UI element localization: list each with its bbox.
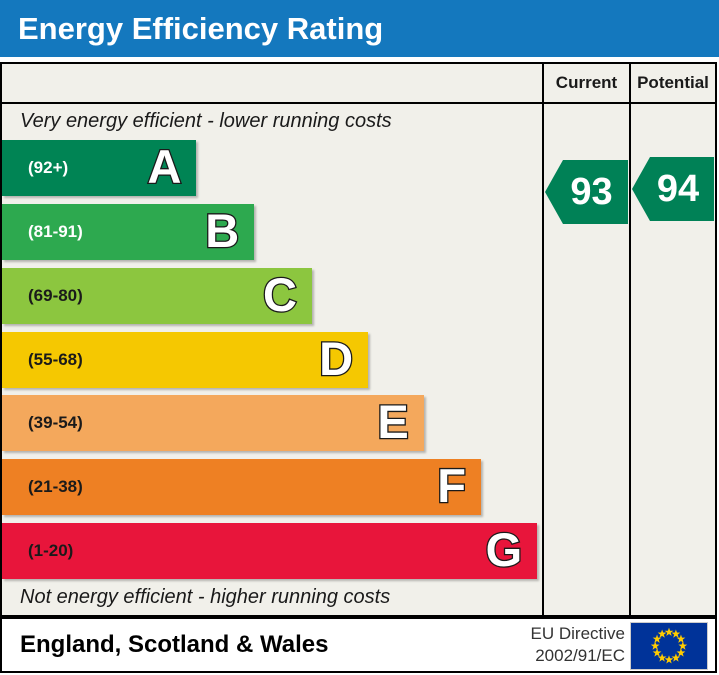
band-b: (81-91) B [2,203,255,260]
band-g-range: (1-20) [28,541,74,560]
eu-directive-line2: 2002/91/EC [535,646,625,665]
band-e-range: (39-54) [28,413,83,432]
band-a-range: (92+) [28,158,69,177]
band-c-range: (69-80) [28,286,83,305]
band-b-letter: B [204,203,241,259]
top-note: Very energy efficient - lower running co… [20,110,392,132]
band-d: (55-68) D [2,331,369,388]
eu-directive-line1: EU Directive [530,624,625,643]
epc-rating-chart: Current Potential Very energy efficient … [0,62,717,617]
bottom-note: Not energy efficient - higher running co… [20,586,391,608]
band-e: (39-54) E [2,394,424,451]
band-f-letter: F [436,458,467,514]
band-f: (21-38) F [2,458,481,515]
footer: England, Scotland & Wales EU Directive 2… [0,617,717,673]
eu-directive-label: EU Directive 2002/91/EC [531,623,625,667]
band-a: (92+) A [2,139,197,196]
band-d-range: (55-68) [28,350,83,369]
column-divider [629,64,631,615]
band-e-letter: E [376,394,410,450]
region-label: England, Scotland & Wales [20,631,329,658]
band-a-letter: A [146,139,183,195]
band-c-letter: C [262,267,299,323]
bands-area: (92+) A (81-91) B (69-80) C (55-68) D (3… [2,139,542,580]
potential-rating-value: 94 [656,167,700,210]
current-rating-arrow: 93 [545,160,628,224]
band-g-letter: G [484,522,523,578]
column-divider [542,64,544,615]
potential-rating-arrow: 94 [632,157,714,221]
column-header-potential: Potential [637,73,709,92]
title-bar: Energy Efficiency Rating [0,0,719,57]
eu-flag-icon [630,622,708,670]
band-g: (1-20) G [2,522,538,579]
band-c: (69-80) C [2,267,312,324]
band-f-range: (21-38) [28,477,83,496]
current-rating-value: 93 [570,170,613,213]
column-header-current: Current [555,73,618,92]
band-d-letter: D [318,331,355,387]
band-b-range: (81-91) [28,222,83,241]
page-title: Energy Efficiency Rating [18,10,384,46]
header-divider [2,102,715,104]
